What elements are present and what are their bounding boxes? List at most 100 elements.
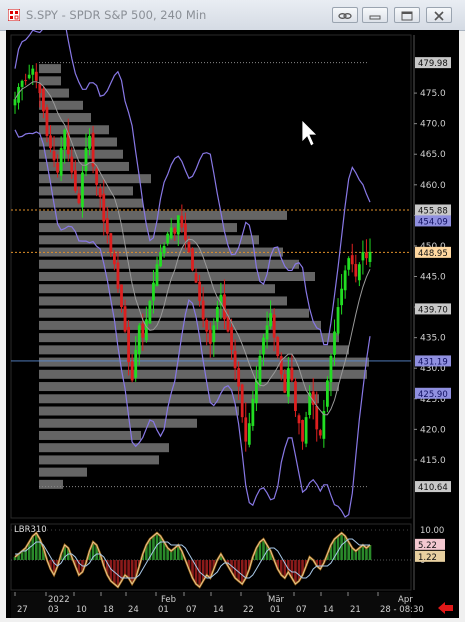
time-axis: [11, 592, 411, 618]
candle-body: [31, 68, 35, 75]
volume-profile-bar: [39, 64, 61, 74]
time-tick-label: 21: [350, 605, 361, 615]
candle-body: [297, 415, 301, 424]
candle-body: [247, 423, 251, 445]
candle-body: [336, 307, 340, 334]
candle-body: [208, 330, 212, 344]
price-tick-label: 430.0: [420, 364, 446, 374]
candle-body: [127, 327, 130, 363]
price-tick-label: 460.0: [420, 181, 446, 191]
candle-body: [354, 264, 358, 277]
candle-body: [49, 135, 52, 149]
candle-body: [279, 356, 283, 375]
volume-profile-bar: [39, 284, 275, 294]
candle-body: [262, 337, 265, 355]
volume-profile-bar: [39, 467, 87, 477]
volume-profile-bar: [39, 161, 129, 171]
price-tick-label: 415.0: [420, 456, 446, 466]
time-tick-label: 10: [76, 605, 87, 615]
close-button[interactable]: [426, 7, 452, 23]
indicator-slow-line: [15, 538, 370, 579]
time-tick-label: 01: [158, 605, 169, 615]
price-chart[interactable]: 415.0420.0425.0430.0435.0440.0445.0450.0…: [6, 0, 459, 618]
candle-body: [205, 320, 209, 332]
price-label-box: [415, 215, 451, 227]
volume-profile-bar: [39, 394, 319, 404]
candle-body: [187, 241, 191, 253]
price-label-box: [415, 387, 451, 399]
scroll-left-icon[interactable]: [438, 602, 453, 614]
price-label: 439.70: [418, 305, 448, 315]
volume-profile-bar: [39, 100, 83, 110]
volume-profile-bar: [39, 443, 169, 453]
candle-body: [73, 170, 77, 191]
candle-body: [77, 193, 81, 204]
candle-body: [13, 99, 17, 106]
indicator-value-box: [415, 538, 445, 550]
candle-body: [70, 156, 74, 173]
price-label-box: [415, 246, 451, 258]
title-bar: S.SPY - SPDR S&P 500, 240 Min: [0, 0, 465, 31]
candle-body: [52, 151, 56, 161]
candle-body: [130, 361, 134, 381]
candle-body: [63, 129, 67, 150]
candle-body: [20, 80, 24, 87]
candle-body: [173, 228, 177, 234]
candle-body: [290, 367, 294, 381]
candle-body: [237, 368, 241, 387]
volume-profile-bar: [39, 210, 287, 220]
candle-body: [123, 306, 127, 332]
minimize-button[interactable]: [362, 7, 388, 23]
candle-body: [215, 307, 219, 322]
candle-body: [56, 162, 59, 173]
candle-body: [59, 148, 63, 176]
volume-profile-bar: [39, 418, 197, 428]
price-label: 455.88: [418, 206, 448, 216]
price-tick-label: 445.0: [420, 273, 446, 283]
time-tick-label: 07: [186, 605, 197, 615]
candle-body: [27, 74, 31, 79]
candle-body: [176, 215, 180, 235]
volume-profile-bar: [39, 149, 123, 159]
volume-profile-bar: [39, 259, 299, 269]
candle-body: [269, 313, 272, 327]
candle-body: [141, 323, 145, 338]
candle-body: [258, 355, 262, 385]
candle-body: [162, 245, 166, 254]
candle-body: [194, 273, 198, 283]
time-period-label: Feb: [161, 595, 176, 605]
volume-profile-bar: [39, 137, 117, 147]
volume-profile-bar: [39, 308, 309, 318]
link-button[interactable]: [332, 7, 358, 23]
candle-body: [230, 327, 233, 350]
minimize-icon: [369, 15, 381, 20]
volume-profile-bar: [39, 296, 287, 306]
restore-button[interactable]: [394, 7, 420, 23]
volume-profile-bar: [39, 186, 133, 196]
candle-body: [223, 294, 226, 320]
volume-profile-bar: [39, 345, 349, 355]
price-tick-label: 420.0: [420, 425, 446, 435]
indicator-tick-label: 10.00: [420, 526, 444, 536]
price-label: 479.98: [418, 59, 448, 69]
volume-profile-bar: [39, 455, 159, 465]
candle-body: [244, 417, 248, 442]
price-tick-label: 435.0: [420, 334, 446, 344]
time-period-label: 2022: [48, 595, 70, 605]
candle-body: [24, 80, 28, 82]
volume-profile-bar: [39, 76, 61, 86]
time-tick-label: 14: [213, 605, 224, 615]
price-label-box: [415, 204, 451, 216]
candle-body: [169, 227, 173, 239]
candle-body: [180, 215, 184, 228]
candle-body: [283, 374, 287, 393]
indicator-fast-line: [14, 532, 371, 588]
volume-profile-bar: [39, 113, 91, 123]
volume-profile-bar: [39, 406, 239, 416]
candle-body: [326, 380, 329, 407]
moving-average-line: [14, 81, 371, 416]
price-label-box: [415, 57, 451, 69]
candle-body: [95, 168, 99, 185]
time-tick-label: 24: [128, 605, 139, 615]
candle-body: [251, 398, 255, 426]
